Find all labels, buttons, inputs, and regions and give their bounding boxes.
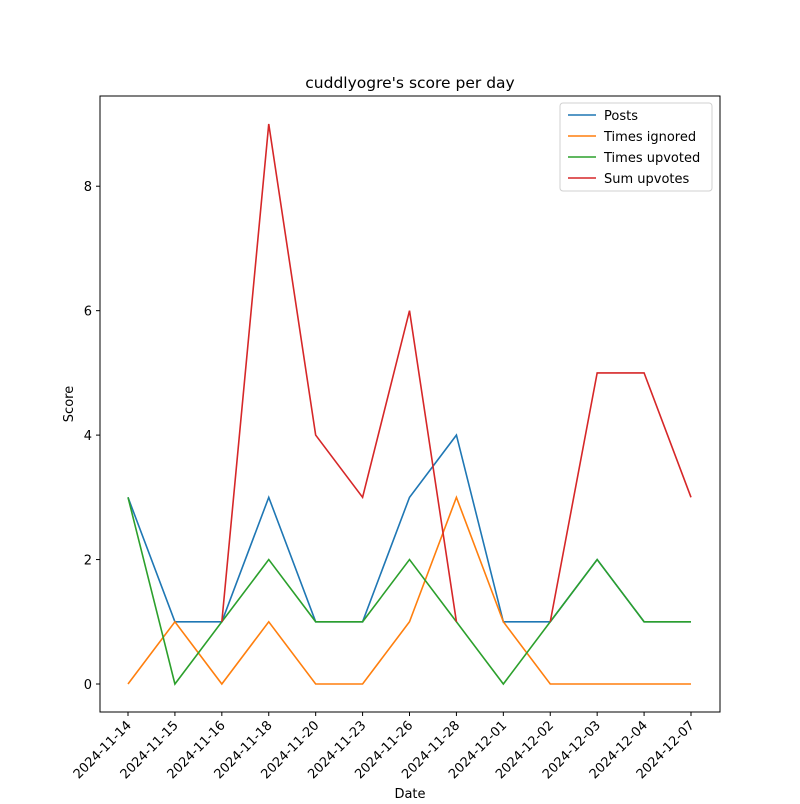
y-tick-label: 4 bbox=[84, 429, 92, 444]
legend-label: Posts bbox=[604, 109, 638, 124]
series-line bbox=[127, 497, 691, 686]
y-tick-label: 6 bbox=[84, 305, 92, 320]
y-axis-label: Score bbox=[62, 386, 77, 422]
legend-label: Times ignored bbox=[603, 130, 696, 145]
series-line bbox=[127, 433, 691, 623]
legend-label: Times upvoted bbox=[603, 151, 700, 166]
x-axis-label: Date bbox=[394, 787, 425, 800]
series-line bbox=[127, 495, 691, 686]
legend-box bbox=[559, 102, 713, 192]
y-tick-label: 8 bbox=[84, 180, 92, 195]
y-tick-label: 2 bbox=[84, 554, 92, 569]
legend-label: Sum upvotes bbox=[604, 172, 690, 187]
chart-title: cuddlyogre's score per day bbox=[305, 74, 514, 92]
y-tick-label: 0 bbox=[84, 678, 92, 693]
series-line bbox=[221, 123, 692, 622]
